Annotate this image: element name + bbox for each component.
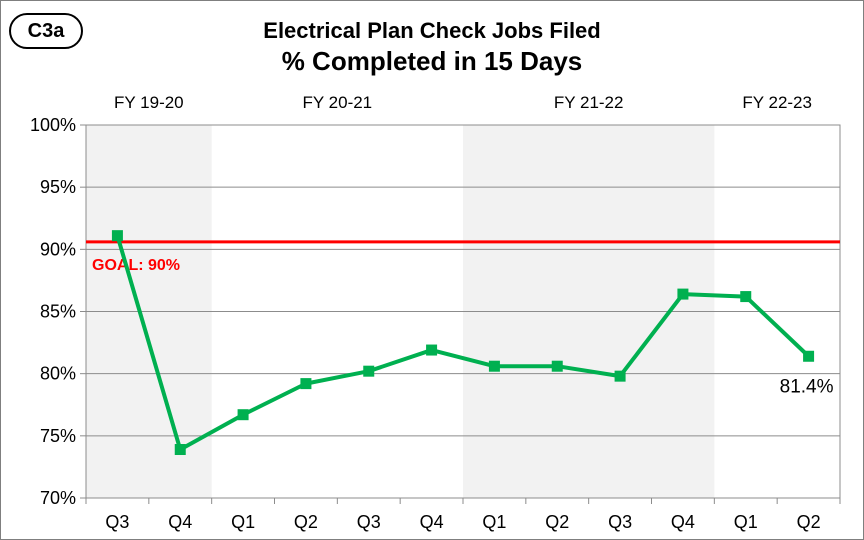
y-tick-label: 75% [40, 426, 76, 446]
data-point [803, 350, 815, 362]
y-tick-label: 90% [40, 239, 76, 259]
x-tick-label: Q3 [608, 512, 632, 532]
x-tick-label: Q4 [671, 512, 695, 532]
fiscal-year-label: FY 19-20 [114, 93, 184, 112]
y-tick-label: 85% [40, 302, 76, 322]
data-point [488, 360, 500, 372]
x-tick-label: Q2 [797, 512, 821, 532]
x-tick-label: Q4 [420, 512, 444, 532]
data-point [551, 360, 563, 372]
chart-subtitle: % Completed in 15 Days [281, 46, 583, 76]
x-tick-label: Q1 [231, 512, 255, 532]
data-point [300, 378, 312, 390]
y-tick-label: 70% [40, 488, 76, 508]
data-point [677, 288, 689, 300]
data-point [237, 409, 249, 421]
data-point [174, 444, 186, 456]
chart-title: Electrical Plan Check Jobs Filed [263, 18, 601, 43]
data-point [111, 230, 123, 242]
data-point [740, 291, 752, 303]
x-tick-label: Q3 [105, 512, 129, 532]
fiscal-year-label: FY 20-21 [303, 93, 373, 112]
fiscal-year-label: FY 22-23 [742, 93, 812, 112]
data-point [426, 344, 438, 356]
goal-label: GOAL: 90% [92, 257, 180, 274]
last-value-label: 81.4% [780, 376, 834, 397]
fiscal-year-label: FY 21-22 [554, 93, 624, 112]
x-tick-label: Q4 [168, 512, 192, 532]
series-line [115, 235, 810, 452]
y-tick-label: 95% [40, 177, 76, 197]
x-tick-label: Q2 [294, 512, 318, 532]
y-tick-label: 100% [30, 115, 76, 135]
x-tick-label: Q2 [545, 512, 569, 532]
chart-id-badge: C3a [9, 13, 83, 49]
data-point [363, 365, 375, 377]
x-tick-label: Q3 [357, 512, 381, 532]
x-tick-label: Q1 [482, 512, 506, 532]
y-tick-label: 80% [40, 364, 76, 384]
data-point [614, 370, 626, 382]
x-tick-label: Q1 [734, 512, 758, 532]
